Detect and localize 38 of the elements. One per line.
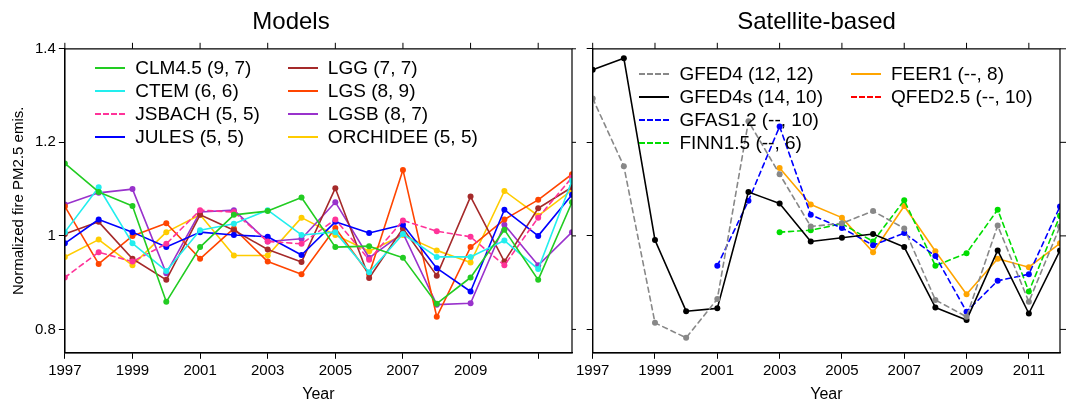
x-tick-label: 1999 [638, 360, 672, 378]
x-tick-label: 2001 [183, 360, 217, 378]
chart-title: Satellite-based [737, 7, 896, 35]
x-tick-label: 2009 [453, 360, 488, 378]
legend-label: QFED2.5 (--, 10) [891, 86, 1033, 109]
legend-label: ORCHIDEE (5, 5) [327, 126, 478, 149]
legend-label: LGG (7, 7) [327, 57, 418, 80]
x-tick-label: 1999 [115, 360, 150, 378]
chart-title: Models [252, 7, 330, 35]
legend-label: GFED4 (12, 12) [679, 63, 814, 86]
x-tick-label: 1997 [48, 360, 82, 378]
x-tick-label: 2005 [825, 360, 859, 378]
y-tick-label: 1.2 [34, 132, 56, 150]
legend-label: JULES (5, 5) [135, 126, 245, 149]
legend-label: CTEM (6, 6) [135, 80, 239, 103]
legend-label: JSBACH (5, 5) [135, 103, 260, 126]
y-tick-label: 1 [47, 226, 56, 244]
x-tick-label: 2011 [1012, 360, 1045, 378]
x-tick-label: 2003 [251, 360, 285, 378]
x-tick-label: 2007 [386, 360, 420, 378]
legend-label: GFED4s (14, 10) [679, 86, 824, 109]
x-axis-title: Year [302, 384, 336, 402]
legend-label: LGS (8, 9) [327, 80, 416, 103]
x-tick-label: 1997 [576, 360, 610, 378]
x-tick-label: 2007 [887, 360, 921, 378]
legend-label: GFAS1.2 (--, 10) [679, 109, 819, 132]
x-tick-label: 2003 [762, 360, 797, 378]
legend-label: FEER1 (--, 8) [891, 63, 1004, 86]
y-tick-label: 1.4 [34, 38, 56, 56]
legend-label: FINN1.5 (--, 6) [679, 132, 802, 155]
x-tick-label: 2005 [318, 360, 353, 378]
x-tick-label: 2009 [949, 360, 984, 378]
legend-label: CLM4.5 (9, 7) [135, 57, 252, 80]
x-tick-label: 2001 [700, 360, 734, 378]
y-axis-title: Normalized fire PM2.5 emis. [9, 106, 27, 295]
x-axis-title: Year [810, 384, 844, 402]
y-tick-label: 0.8 [34, 319, 56, 337]
legend-label: LGSB (8, 7) [327, 103, 429, 126]
